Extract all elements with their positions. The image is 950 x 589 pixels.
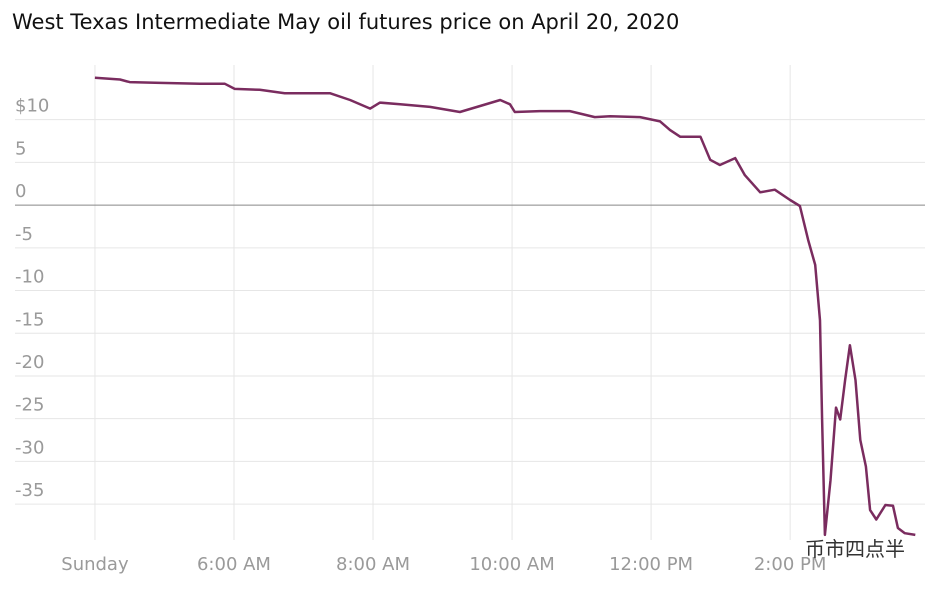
y-tick-label: -30	[15, 437, 44, 458]
x-tick-label: 8:00 AM	[336, 554, 410, 575]
x-tick-label: 10:00 AM	[469, 554, 554, 575]
y-tick-label: -10	[15, 267, 44, 288]
y-tick-label: -20	[15, 352, 44, 373]
chart-title: West Texas Intermediate May oil futures …	[12, 10, 679, 34]
watermark: 币市四点半	[805, 537, 905, 561]
x-tick-label: 12:00 PM	[609, 554, 693, 575]
price-line	[94, 76, 916, 537]
x-tick-label: Sunday	[61, 554, 129, 575]
y-tick-label: -15	[15, 309, 44, 330]
y-tick-label: -5	[15, 224, 33, 245]
x-tick-label: 6:00 AM	[197, 554, 271, 575]
y-tick-label: -35	[15, 480, 44, 501]
y-tick-label: $10	[15, 96, 49, 117]
y-tick-label: 5	[15, 138, 26, 159]
y-tick-label: 0	[15, 181, 26, 202]
y-tick-label: -25	[15, 395, 44, 416]
x-tick-label: 2:00 PM	[754, 554, 827, 575]
